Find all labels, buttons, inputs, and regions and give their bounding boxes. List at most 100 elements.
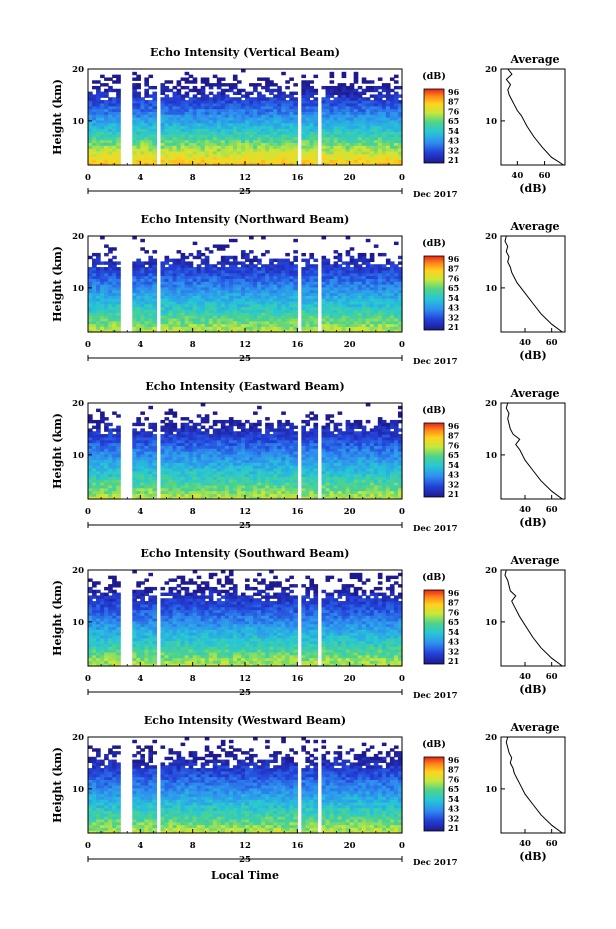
heatmap-cell: [301, 142, 306, 146]
heatmap-cell: [389, 159, 395, 163]
heatmap-cell: [397, 117, 403, 121]
heatmap-cell: [208, 133, 214, 138]
heatmap-cell: [224, 244, 230, 248]
heatmap-cell: [240, 162, 246, 166]
heatmap-cell: [140, 139, 145, 144]
heatmap-cell: [164, 131, 170, 135]
heatmap-cell: [164, 125, 170, 129]
heatmap-cell: [172, 139, 178, 144]
heatmap-cell: [301, 162, 306, 166]
heatmap-cell: [373, 139, 379, 144]
heatmap-cell: [160, 156, 166, 160]
heatmap-cell: [325, 153, 331, 158]
heatmap-cell: [132, 159, 137, 163]
heatmap-cell: [100, 114, 105, 118]
heatmap-cell: [357, 133, 363, 138]
heatmap-cell: [108, 128, 113, 132]
heatmap-cell: [397, 122, 403, 127]
heatmap-cell: [164, 153, 170, 158]
heatmap-cell: [385, 128, 391, 132]
heatmap-cell: [313, 139, 319, 144]
heatmap-cell: [184, 114, 190, 118]
heatmap-cell: [257, 91, 262, 96]
heatmap-cell: [164, 159, 170, 163]
heatmap-cell: [393, 125, 399, 129]
heatmap-cell: [333, 136, 339, 141]
heatmap-cell: [389, 131, 395, 135]
heatmap-cell: [361, 122, 367, 127]
heatmap-cell: [212, 83, 218, 87]
heatmap-cell: [224, 148, 230, 152]
heatmap-cell: [369, 153, 375, 158]
heatmap-cell: [333, 261, 339, 265]
heatmap-cell: [301, 139, 306, 144]
heatmap-cell: [140, 119, 145, 124]
heatmap-cell: [333, 114, 339, 118]
heatmap-cell: [285, 159, 290, 163]
heatmap-cell: [329, 145, 335, 149]
heatmap-cell: [253, 139, 258, 144]
heatmap-cell: [301, 156, 306, 160]
heatmap-cell: [381, 94, 387, 98]
heatmap-cell: [228, 122, 234, 127]
heatmap-cell: [228, 128, 234, 132]
heatmap-cell: [180, 125, 186, 129]
heatmap-cell: [188, 261, 194, 265]
heatmap-cell: [353, 133, 359, 138]
heatmap-cell: [377, 85, 383, 90]
heatmap-cell: [168, 119, 174, 124]
heatmap-cell: [232, 156, 238, 160]
heatmap-cell: [285, 125, 290, 129]
heatmap-cell: [104, 159, 109, 163]
heatmap-cell: [289, 153, 294, 158]
heatmap-cell: [104, 128, 109, 132]
heatmap-cell: [361, 114, 367, 118]
heatmap-cell: [168, 139, 174, 144]
heatmap-cell: [212, 117, 218, 121]
heatmap-cell: [309, 119, 315, 124]
heatmap-cell: [393, 74, 399, 79]
heatmap-cell: [357, 122, 363, 127]
heatmap-cell: [188, 159, 194, 163]
heatmap-cell: [281, 145, 286, 149]
heatmap-cell: [180, 117, 186, 121]
heatmap-cell: [184, 77, 190, 81]
heatmap-cell: [333, 97, 339, 101]
heatmap-cell: [325, 125, 331, 129]
heatmap-cell: [144, 261, 149, 265]
heatmap-cell: [100, 156, 105, 160]
heatmap-cell: [200, 117, 206, 121]
x-tick-label: 12: [239, 173, 251, 183]
heatmap-cell: [208, 156, 214, 160]
heatmap-cell: [172, 114, 178, 118]
heatmap-cell: [112, 125, 117, 129]
heatmap-cell: [180, 94, 186, 98]
heatmap-cell: [212, 162, 218, 166]
heatmap-cell: [116, 88, 121, 93]
heatmap-cell: [216, 153, 222, 158]
heatmap-cell: [245, 142, 250, 146]
heatmap-cell: [112, 80, 117, 84]
heatmap-cell: [341, 133, 347, 138]
colorbar-tick-label: 21: [448, 155, 459, 165]
heatmap-cell: [369, 122, 375, 127]
heatmap-cell: [381, 133, 387, 138]
heatmap-cell: [277, 142, 282, 146]
heatmap-cell: [369, 117, 375, 121]
heatmap-cell: [325, 131, 331, 135]
average-title: Average: [509, 220, 559, 233]
heatmap-cell: [309, 252, 315, 257]
heatmap-cell: [212, 244, 218, 248]
heatmap-cell: [249, 114, 254, 118]
heatmap-cell: [216, 139, 222, 144]
heatmap-cell: [144, 145, 149, 149]
heatmap-cell: [100, 148, 105, 152]
heatmap-cell: [277, 159, 282, 163]
heatmap-cell: [88, 255, 93, 260]
heatmap-cell: [357, 136, 363, 141]
heatmap-cell: [289, 162, 294, 166]
heatmap-cell: [212, 125, 218, 129]
heatmap-cell: [240, 100, 246, 104]
heatmap-cell: [365, 142, 371, 146]
heatmap-cell: [220, 148, 226, 152]
